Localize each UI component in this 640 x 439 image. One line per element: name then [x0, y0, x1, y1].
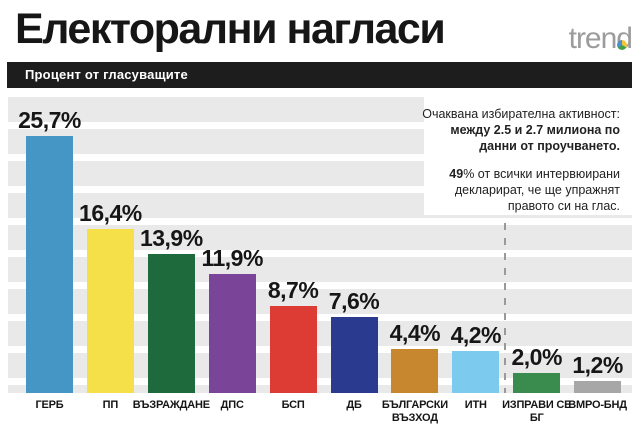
bar-value-label: 4,2%: [450, 322, 502, 348]
bar-value-label: 13,9%: [139, 225, 203, 251]
bar-2: [86, 229, 134, 393]
x-axis-label: ДПС: [220, 399, 244, 411]
annotation-declared-line: 49% от всички интервюирани: [449, 166, 620, 182]
x-axis-label: ПП: [102, 399, 119, 411]
x-axis-label: ИЗПРАВИ СЕ БГ: [502, 399, 572, 424]
bar-3: [147, 254, 195, 393]
x-axis-label: ИТН: [464, 399, 487, 411]
threshold-divider-line: [504, 223, 506, 393]
annotation-turnout-line: данни от проучването.: [479, 139, 620, 153]
bar-value-label: 4,4%: [389, 320, 441, 346]
x-axis-label: ГЕРБ: [35, 399, 64, 411]
annotation-declared-line: правото си на глас.: [507, 199, 620, 213]
trend-logo-text: trend: [568, 22, 633, 55]
x-axis-labels: ГЕРБ ПП ВЪЗРАЖДАНЕ ДПС БСП ДБ БЪЛГАРСКИ ВЪЗХОД…: [0, 399, 640, 437]
bars-layer: 25,7% 16,4% 13,9% 11,9% 8,7% 7,6% 4,4% 4,2% 2,0%…: [8, 97, 632, 393]
annotation-turnout-line: между 2.5 и 2.7 милиона по: [450, 123, 620, 137]
annotation-declared-text: % от всички интервюирани: [463, 167, 620, 181]
annotation-bold-number: 49: [449, 167, 464, 181]
trend-logo: trend: [568, 22, 633, 56]
x-axis-label: БСП: [281, 399, 305, 411]
bar-10: [574, 381, 622, 393]
bar-value-label: 11,9%: [201, 245, 263, 271]
bar-9: [513, 373, 561, 393]
page-title: Електорални нагласи: [15, 5, 446, 53]
bar-value-label: 8,7%: [267, 277, 319, 303]
annotation-box: Очаквана избирателна активност: между 2.…: [422, 97, 632, 215]
bar-value-label: 2,0%: [511, 344, 562, 370]
x-axis-label: ВЪЗРАЖДАНЕ: [132, 399, 210, 411]
subtitle-label: Процент от гласуващите: [25, 67, 188, 82]
bar-value-label: 25,7%: [18, 107, 81, 133]
annotation-declared-line: декларират, че ще упражнят: [454, 183, 620, 197]
bar-value-label: 16,4%: [79, 200, 142, 226]
x-axis-label: ДБ: [346, 399, 362, 411]
annotation-turnout-line: Очаквана избирателна активност:: [422, 107, 620, 121]
subtitle-bar: Процент от гласуващите: [7, 62, 632, 88]
bar-value-label: 1,2%: [572, 352, 623, 378]
bar-4: [208, 274, 256, 393]
bar-5: [269, 306, 317, 393]
bar-1: [26, 136, 73, 393]
bar-value-label: 7,6%: [328, 288, 380, 314]
x-axis-label: БЪЛГАРСКИ ВЪЗХОД: [381, 399, 448, 424]
bar-7: [391, 349, 439, 393]
trend-logo-globe-icon: [617, 40, 627, 50]
bar-6: [330, 317, 378, 393]
bar-chart-plot: Очаквана избирателна активност: между 2.…: [8, 97, 632, 393]
bar-8: [452, 351, 500, 393]
x-axis-label: ВМРО-БНД: [568, 399, 627, 411]
